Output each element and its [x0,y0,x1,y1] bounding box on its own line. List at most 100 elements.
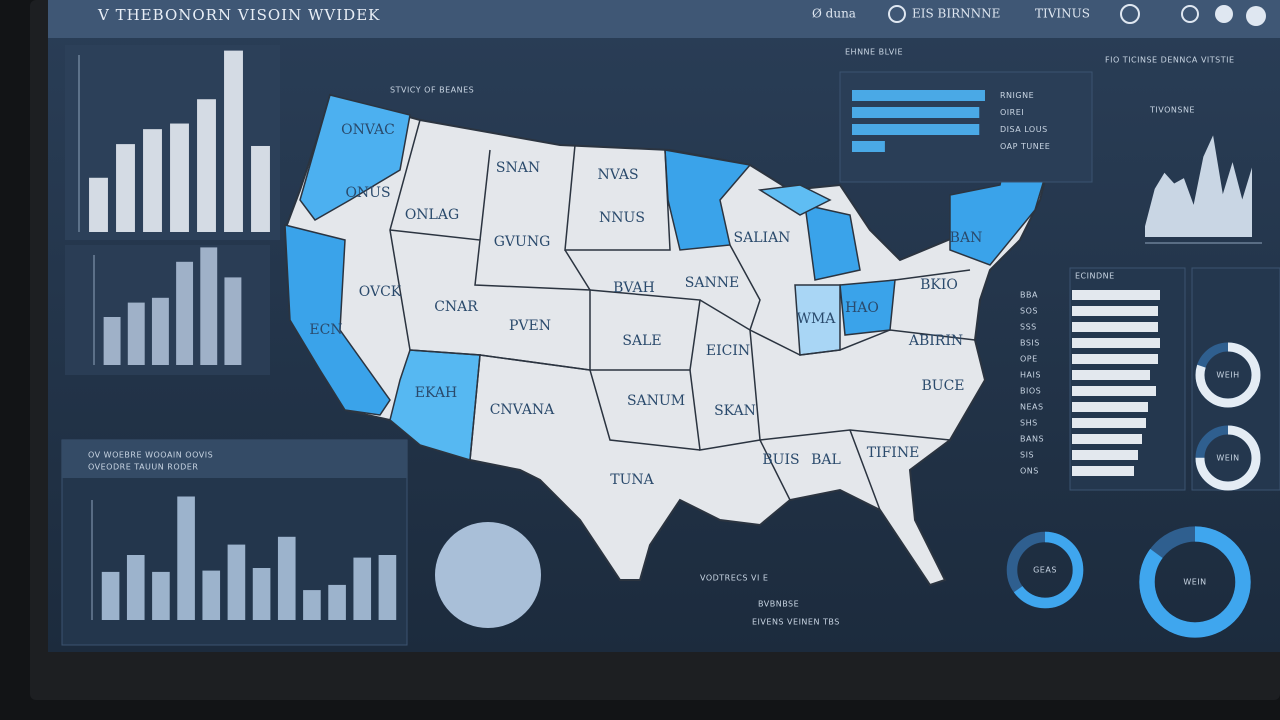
bar-label: BIOS [1020,387,1041,396]
state-label: SALIAN [734,230,791,246]
bar [177,496,195,620]
bar [328,584,346,620]
donut-label: WEIN [1216,454,1239,463]
decor-circle [435,522,541,628]
donut-label: GEAS [1033,566,1057,575]
nav-item[interactable]: EIS BIRNNNE [912,7,1000,21]
state-label: BVAH [613,280,655,296]
map-footer: VODTRECS VI E [700,574,768,583]
bar [127,302,145,365]
bar [151,297,169,365]
bar [1072,370,1150,380]
bar [116,144,135,232]
bar [1072,322,1158,332]
bar-label: SSS [1020,323,1037,332]
donut-label: WEIH [1216,371,1239,380]
bar [1072,402,1148,412]
bar [277,536,296,620]
bar [1072,290,1160,300]
state-label: EICIN [706,343,750,359]
highlighted-states [284,94,1051,461]
bar-label: OIREI [1000,108,1024,117]
state-label: TIFINE [867,445,920,461]
nav-icon[interactable] [888,5,906,23]
bar [1072,466,1134,476]
nav-icon[interactable] [1181,5,1199,23]
map-title: STVICY OF BEANES [390,86,474,95]
state-label: HAO [845,300,879,316]
bar [1072,386,1156,396]
top-bar [48,0,1280,38]
state-label: NNUS [599,210,645,226]
bar-label: BBA [1020,291,1038,300]
bar-label: HAIS [1020,371,1041,380]
bar [378,555,397,620]
panel-subtitle: TIVONSNE [1149,106,1195,115]
bar [1072,450,1138,460]
state-label: SALE [622,333,661,349]
bar [197,99,216,232]
bar [101,571,120,620]
bar [353,557,372,620]
state-label: SNAN [496,160,540,176]
state-label: TUNA [610,472,654,488]
bar-label: DISA LOUS [1000,125,1048,134]
panel-title: OV WOEBRE WOOAIN OOVIS [88,451,213,460]
bar [143,129,162,232]
state-label: PVEN [509,318,551,334]
state-label: ONLAG [405,207,459,223]
map-footer: EIVENS VEINEN TBS [752,618,840,627]
state-label: ABIRIN [908,333,963,349]
panel-subtitle: OVEODRE TAUUN RODER [88,463,198,472]
state-label: NVAS [597,167,638,183]
area [1145,135,1252,237]
bar [170,123,189,232]
state-label: BKIO [920,277,958,293]
bar-label: SOS [1020,307,1038,316]
state-label: GVUNG [494,234,551,250]
state-label: BAL [811,452,841,468]
bar [852,90,985,101]
app-title: V THEBONORN VISOIN WVIDEK [97,6,380,24]
state-label: SANNE [685,275,739,291]
donut-arc [1139,526,1251,638]
bar [176,261,194,365]
bar [1072,306,1158,316]
bar [202,570,221,620]
bar [224,50,243,232]
nav-item[interactable]: Ø duna [812,7,856,21]
panel-title: EHNNE BLVIE [845,48,903,57]
avatar[interactable] [1246,6,1266,26]
state-label: WMA [797,311,837,327]
state-label: EKAH [415,385,457,401]
bar [1072,354,1158,364]
bar [852,124,980,135]
bar [252,568,271,620]
state-label: CNAR [434,299,478,315]
bar [251,145,270,232]
state-label: CNVANA [490,402,555,418]
state-borders [389,119,976,511]
state-label: SKAN [714,403,756,419]
bar-label: SIS [1020,451,1034,460]
bar [224,277,242,365]
state-label: ONVAC [341,122,395,138]
state-label: BAN [950,230,983,246]
bar-label: OAP TUNEE [1000,142,1050,151]
bar [89,177,108,232]
nav-icon[interactable] [1215,5,1233,23]
map-footer: BVBNBSE [758,600,799,609]
bar [1072,434,1142,444]
donut-arc [1195,425,1261,491]
bar-label: OPE [1020,355,1038,364]
donut-label: WEIN [1183,578,1206,587]
state-label: BUIS [762,452,799,468]
bar-label: BSIS [1020,339,1040,348]
nav-item[interactable]: TIVINUS [1035,7,1090,21]
nav-icon[interactable] [1120,4,1140,24]
donut-arc [1006,531,1084,609]
state-label: ONUS [345,185,390,201]
bar [852,107,980,118]
